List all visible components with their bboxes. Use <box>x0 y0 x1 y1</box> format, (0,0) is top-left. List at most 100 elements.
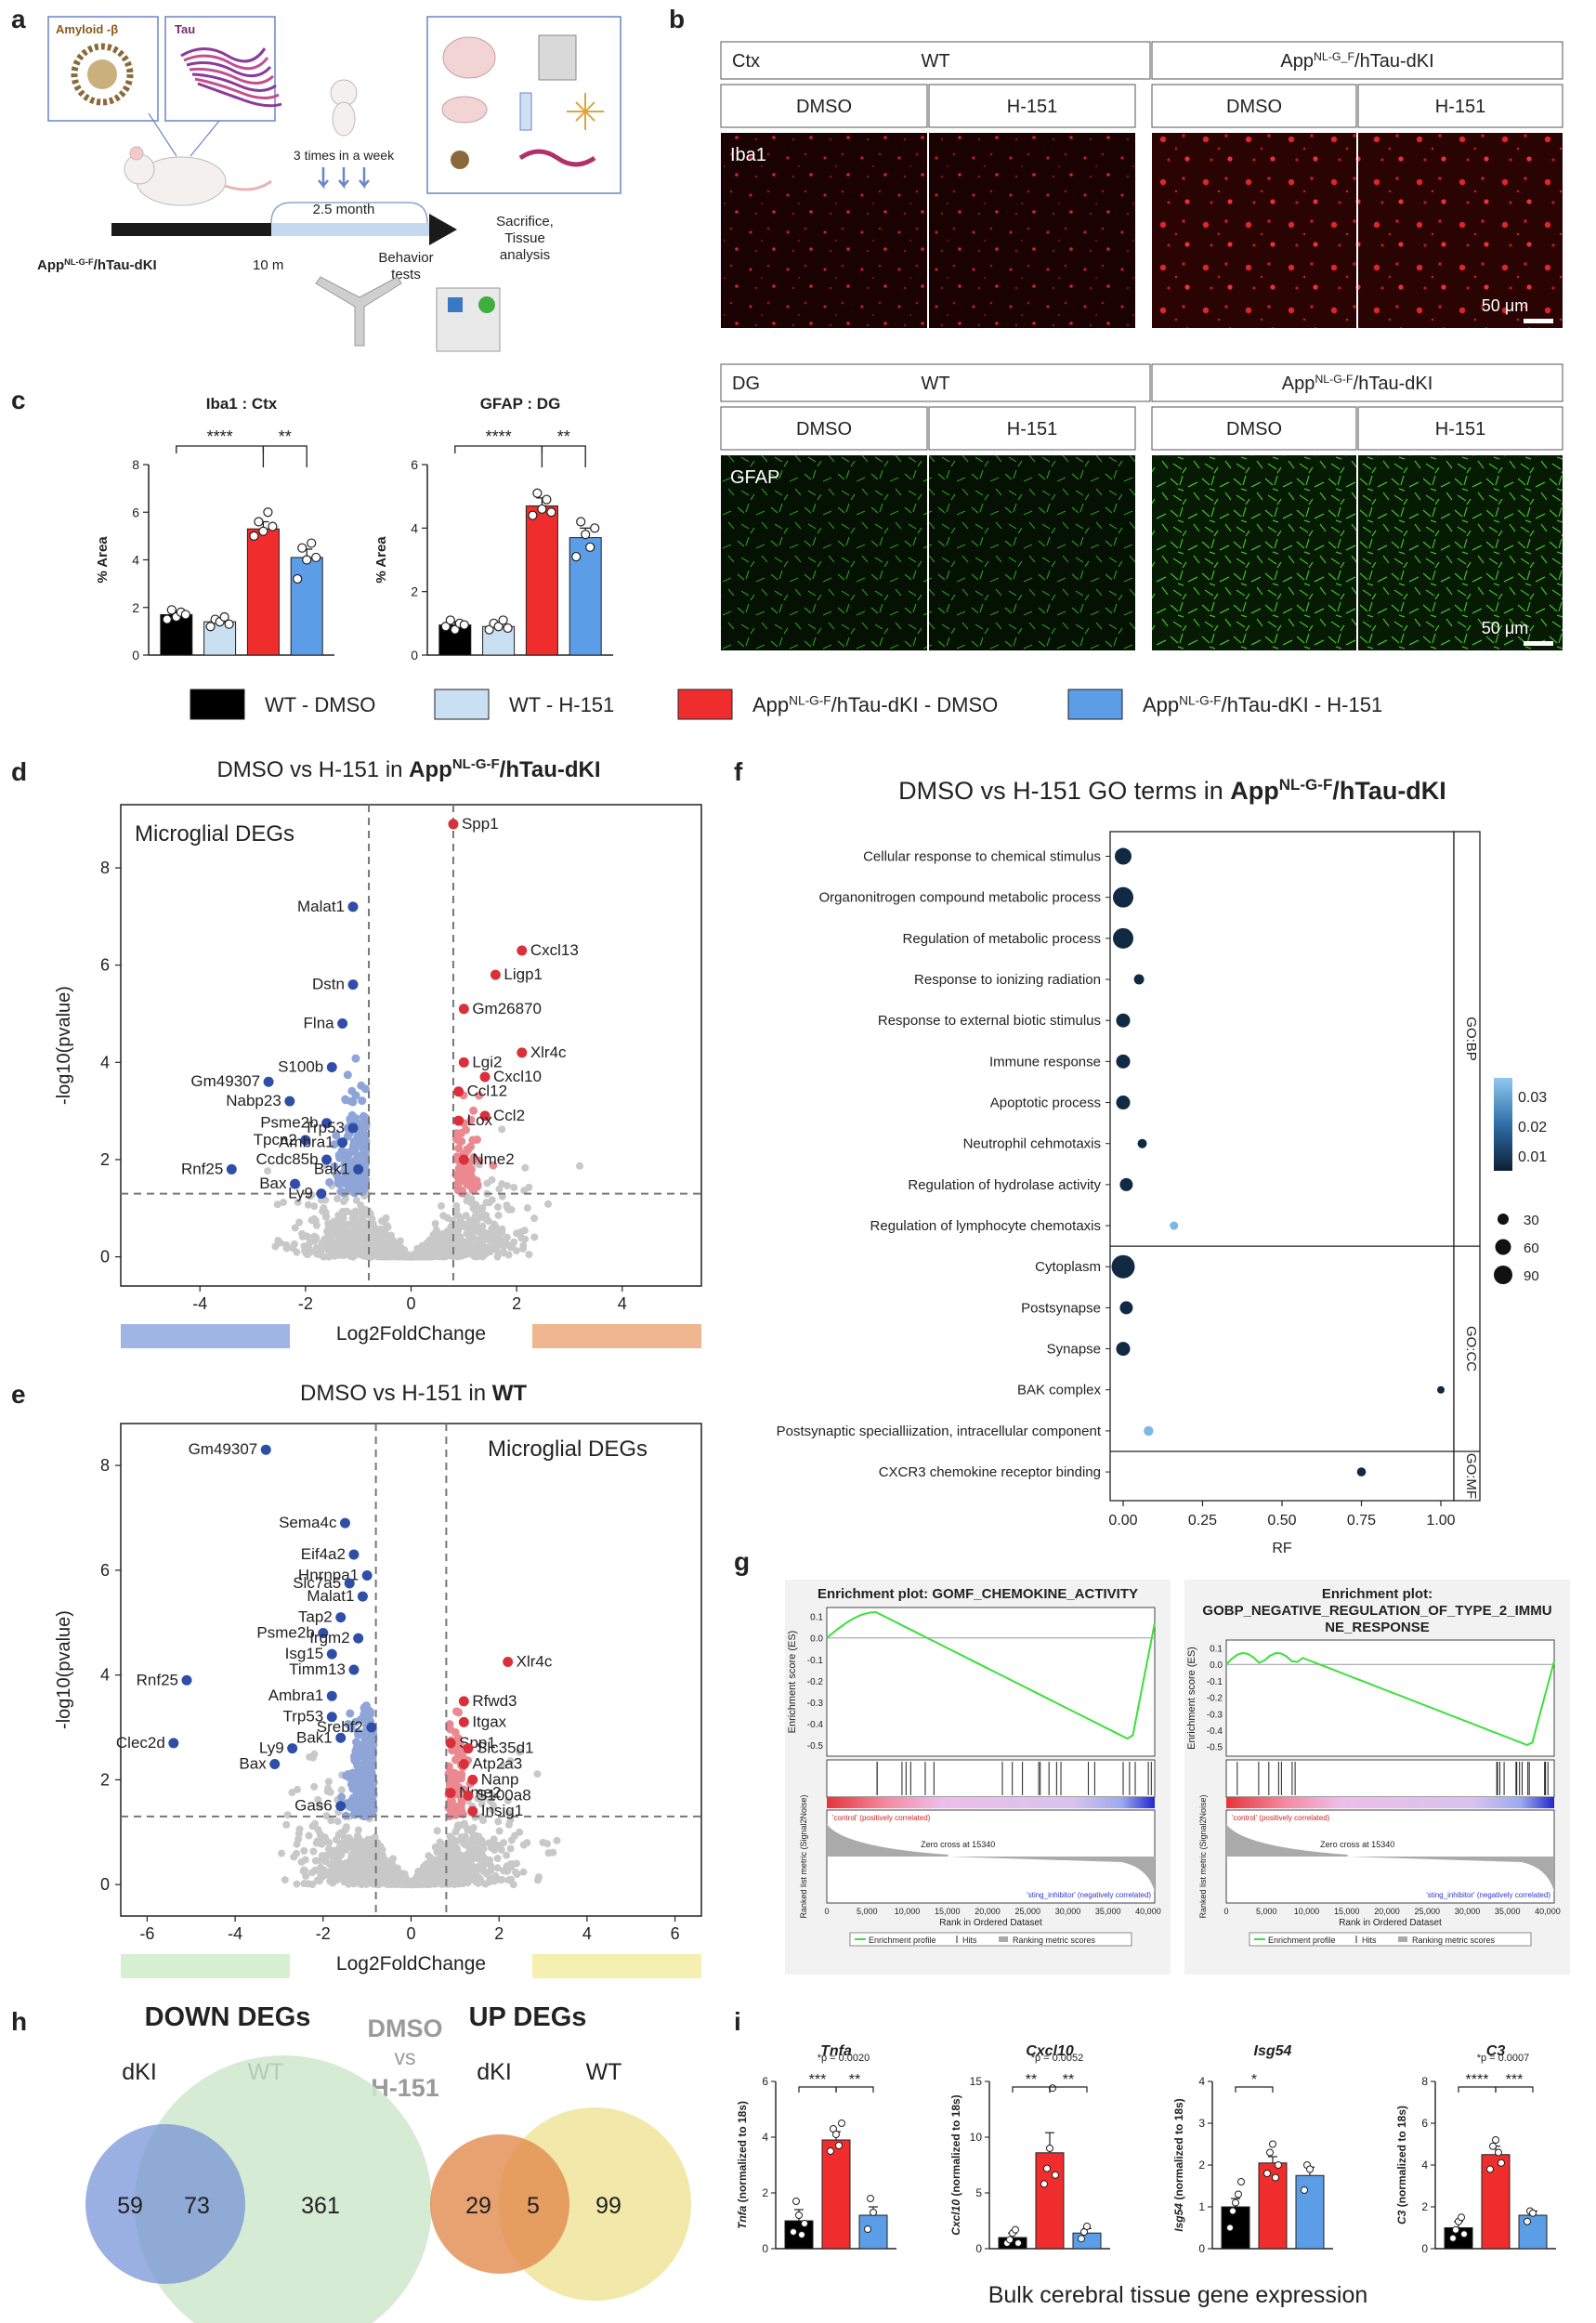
f-term-label: Postsynapse <box>1021 1300 1101 1316</box>
amyloid-plaque-icon <box>71 43 134 106</box>
d-down-point <box>348 1141 358 1150</box>
d-ns-point <box>494 1227 503 1235</box>
d-ns-point <box>381 1243 389 1252</box>
h-up-left: 29 <box>465 2193 491 2219</box>
g-x-tick-label: 0 <box>1223 1907 1228 1916</box>
c-data-point <box>537 504 547 514</box>
c-data-point <box>162 614 172 624</box>
c-data-point <box>166 605 177 615</box>
c-legend-swatch <box>677 689 733 720</box>
d-ns-point <box>530 1233 539 1241</box>
i-sig-label: *** <box>809 2072 827 2088</box>
f-x-label: RF <box>1272 1541 1292 1556</box>
e-ns-point <box>321 1856 330 1864</box>
treatment-bracket <box>270 202 428 224</box>
e-ns-point <box>433 1827 441 1835</box>
e-ns-point <box>317 1863 325 1871</box>
e-up-point <box>453 1738 463 1747</box>
i-data-point <box>1012 2225 1019 2234</box>
h-up-right: 99 <box>595 2193 621 2219</box>
e-ns-point <box>281 1876 289 1884</box>
e-up-point <box>448 1768 457 1778</box>
i-bar <box>1072 2232 1102 2250</box>
e-down-bar <box>121 1954 290 1978</box>
e-gene-label: Insig1 <box>481 1802 523 1819</box>
c-sig-label: **** <box>207 427 233 446</box>
h-center-1: DMSO <box>368 2015 443 2042</box>
e-ns-point <box>519 1868 528 1876</box>
g-neg-label: 'sting_inhibitor' (negatively correlated… <box>1027 1891 1151 1899</box>
d-gene-label: Ly9 <box>288 1185 313 1202</box>
e-ns-point <box>293 1849 301 1857</box>
d-ns-point <box>383 1250 391 1258</box>
i-data-point <box>832 2131 840 2138</box>
c-chart-title-1: GFAP : DG <box>480 395 561 413</box>
connector-line <box>190 120 220 157</box>
tau-fibril-icon <box>183 54 269 71</box>
c-data-point <box>311 552 321 563</box>
e-ns-point <box>507 1862 516 1870</box>
e-gene-label: Atp2a3 <box>472 1754 522 1772</box>
e-ns-point <box>367 1835 375 1844</box>
e-gene-label: Isg15 <box>285 1645 324 1662</box>
d-title-bold: App <box>409 757 452 782</box>
d-down-point <box>357 1176 366 1186</box>
b1-scale-bar <box>1524 319 1553 323</box>
d-gene-point <box>347 901 359 912</box>
g-legend-label: Hits <box>962 1936 977 1945</box>
injection-mouse-body-icon <box>332 101 356 137</box>
g-x-tick-label: 40,000 <box>1135 1907 1161 1916</box>
i-y-tick-label: 0 <box>1421 2242 1428 2255</box>
amyloid-core-icon <box>87 59 117 89</box>
g-y-tick-label: -0.2 <box>1207 1694 1223 1704</box>
i-y-label-gene: Cxcl10 <box>949 2197 962 2236</box>
i-bar <box>858 2214 888 2250</box>
e-up-point <box>451 1727 460 1737</box>
d-ns-point <box>467 1195 476 1203</box>
i-y-label: C3 (normalized to 18s) <box>1395 2106 1408 2225</box>
d-ns-point <box>360 1252 368 1260</box>
h-up-title: UP DEGs <box>469 2002 587 2032</box>
d-ns-point <box>441 1236 450 1244</box>
f-term-label: Cellular response to chemical stimulus <box>863 849 1101 865</box>
c-data-point <box>254 517 264 527</box>
d-x-tick-label: 2 <box>512 1294 521 1313</box>
d-ns-point <box>343 1235 351 1243</box>
d-gene-label: Ccl12 <box>467 1083 507 1100</box>
e-ns-point <box>309 1847 318 1856</box>
e-ns-point <box>421 1879 429 1887</box>
d-ns-point <box>428 1246 437 1254</box>
c-legend-label-sup: NL-G-F <box>1179 693 1221 707</box>
d-ns-point <box>312 1244 321 1253</box>
d-ns-point <box>495 1185 504 1193</box>
d-x-label: Log2FoldChange <box>336 1323 486 1345</box>
panel-letter-b: b <box>669 5 685 33</box>
e-down-point <box>363 1808 373 1818</box>
d-gene-point <box>226 1163 237 1175</box>
c-data-point <box>498 615 508 625</box>
g-y-tick-label: -0.1 <box>807 1656 824 1666</box>
d-ns-point <box>503 1233 511 1241</box>
g-x-tick-label: 20,000 <box>1374 1907 1400 1916</box>
e-gene-label: Rnf25 <box>137 1671 178 1688</box>
e-ns-point <box>300 1846 308 1855</box>
e-x-tick-label: 6 <box>671 1924 680 1943</box>
e-ns-point <box>500 1867 508 1875</box>
i-y-label-gene: C3 <box>1395 2207 1408 2225</box>
e-gene-label: Itgax <box>472 1713 506 1730</box>
dosing-label: 3 times in a week <box>294 148 395 163</box>
dose-arrow-icon <box>359 167 370 190</box>
e-y-tick-label: 0 <box>100 1875 110 1894</box>
e-gene-point <box>458 1696 469 1707</box>
e-ns-point <box>351 1847 360 1856</box>
e-gene-point <box>361 1570 373 1581</box>
i-data-point <box>792 2198 800 2205</box>
g-x-tick-label: 15,000 <box>935 1907 961 1916</box>
i-y-label-gene: Tnfa <box>736 2202 749 2229</box>
e-up-point <box>454 1708 464 1717</box>
d-gene-point <box>517 945 528 956</box>
d-gene-label: Cxcl13 <box>530 941 579 959</box>
e-ns-point <box>321 1833 329 1842</box>
g-y-tick-label: 0.0 <box>1210 1660 1223 1671</box>
f-strip <box>1453 831 1481 1502</box>
